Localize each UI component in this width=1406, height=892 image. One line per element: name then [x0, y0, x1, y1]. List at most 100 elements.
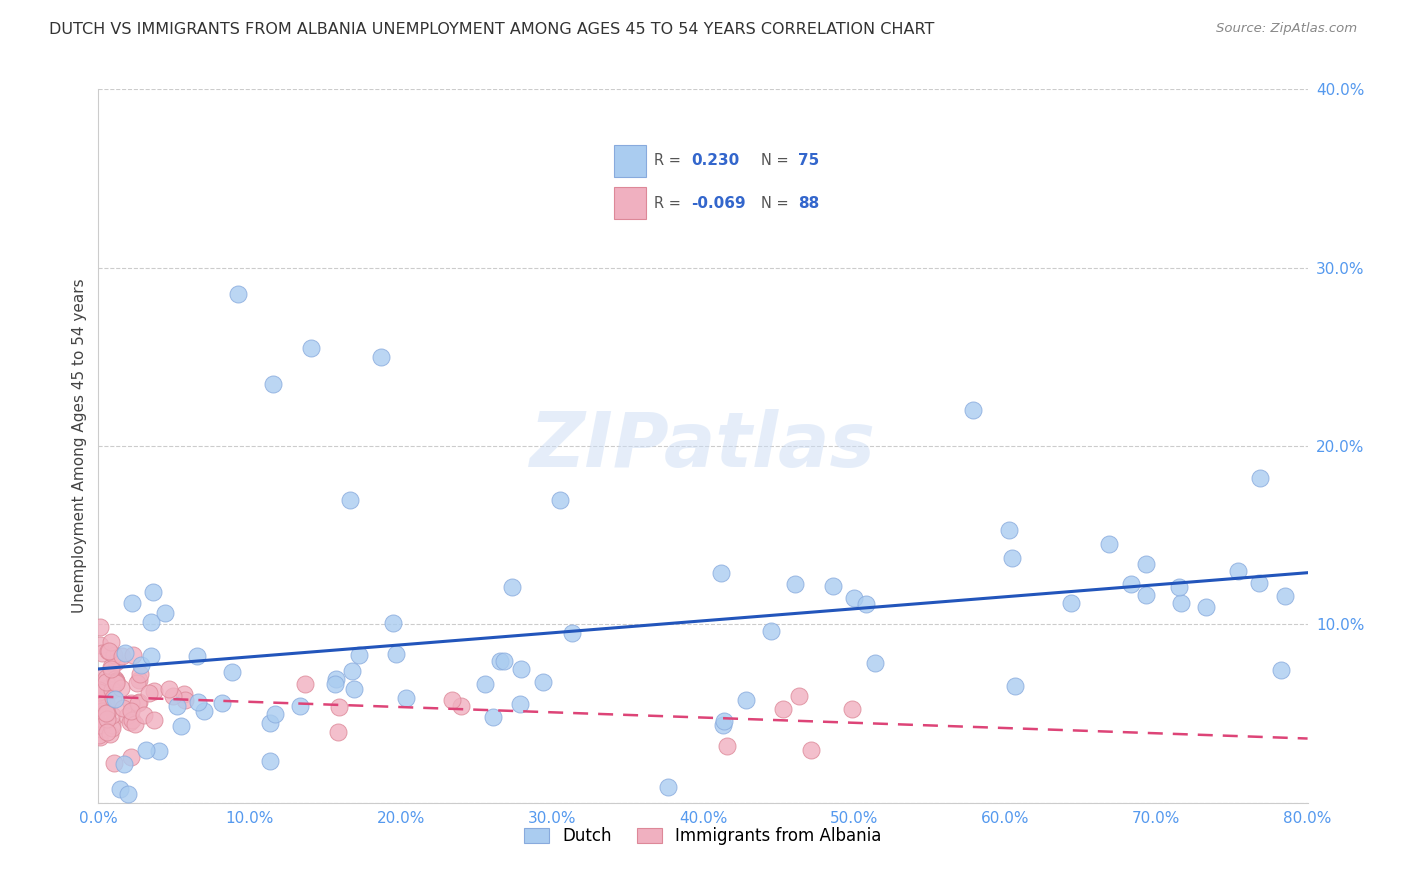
Point: [474, 677, 496, 691]
Point: [998, 523, 1021, 537]
Point: [93, 681, 115, 696]
Point: [105, 676, 128, 690]
Point: [90, 687, 112, 701]
Y-axis label: Unemployment Among Ages 45 to 54 years: Unemployment Among Ages 45 to 54 years: [72, 278, 87, 614]
Point: [91, 670, 114, 684]
Point: [118, 714, 141, 729]
Point: [326, 724, 349, 739]
Point: [90, 713, 112, 727]
Point: [962, 403, 984, 417]
Point: [153, 606, 176, 620]
Point: [211, 696, 233, 710]
Point: [94, 709, 117, 723]
Point: [89, 730, 111, 744]
Point: [339, 492, 361, 507]
Point: [103, 648, 125, 662]
Point: [173, 687, 195, 701]
Point: [1167, 580, 1189, 594]
Point: [259, 715, 281, 730]
Point: [114, 646, 136, 660]
Text: Source: ZipAtlas.com: Source: ZipAtlas.com: [1216, 22, 1357, 36]
Point: [299, 341, 322, 355]
Point: [1226, 564, 1249, 578]
Point: [1119, 577, 1142, 591]
Point: [90, 691, 112, 706]
Point: [343, 681, 366, 696]
Point: [548, 492, 571, 507]
Point: [100, 727, 122, 741]
Point: [128, 673, 150, 688]
Point: [89, 710, 111, 724]
Point: [713, 714, 735, 729]
Point: [450, 698, 472, 713]
Point: [761, 624, 783, 639]
Point: [821, 579, 844, 593]
Point: [711, 718, 734, 732]
Point: [120, 696, 142, 710]
Point: [489, 654, 512, 668]
Point: [340, 664, 363, 678]
Point: [294, 677, 316, 691]
Point: [114, 756, 136, 771]
Point: [89, 686, 111, 700]
Point: [170, 719, 193, 733]
Point: [772, 702, 794, 716]
Point: [385, 647, 408, 661]
Point: [141, 615, 163, 630]
Point: [108, 782, 131, 797]
Point: [288, 699, 311, 714]
Text: ZIPatlas: ZIPatlas: [530, 409, 876, 483]
Text: DUTCH VS IMMIGRANTS FROM ALBANIA UNEMPLOYMENT AMONG AGES 45 TO 54 YEARS CORRELAT: DUTCH VS IMMIGRANTS FROM ALBANIA UNEMPLO…: [49, 22, 935, 37]
Point: [855, 597, 877, 611]
Point: [174, 692, 197, 706]
Point: [104, 692, 127, 706]
Point: [103, 756, 125, 770]
Point: [94, 716, 117, 731]
Point: [101, 691, 124, 706]
Point: [157, 682, 180, 697]
Point: [91, 646, 114, 660]
Point: [90, 675, 112, 690]
Point: [120, 704, 142, 718]
Point: [128, 666, 150, 681]
Point: [510, 662, 533, 676]
Point: [481, 710, 503, 724]
Point: [127, 696, 149, 710]
Point: [104, 672, 127, 686]
Point: [259, 754, 281, 768]
Point: [716, 739, 738, 753]
Point: [96, 712, 118, 726]
Point: [110, 681, 132, 696]
Point: [1060, 596, 1083, 610]
Point: [735, 693, 758, 707]
Point: [129, 657, 152, 672]
Point: [96, 724, 118, 739]
Point: [509, 697, 531, 711]
Point: [1001, 551, 1024, 566]
Point: [1135, 588, 1157, 602]
Point: [89, 683, 111, 698]
Point: [325, 673, 347, 687]
Point: [1270, 663, 1292, 677]
Point: [193, 704, 215, 718]
Point: [1170, 596, 1192, 610]
Point: [101, 683, 124, 698]
Point: [122, 648, 145, 663]
Point: [148, 744, 170, 758]
Point: [87, 728, 110, 742]
Point: [94, 672, 117, 686]
Point: [105, 655, 128, 669]
Point: [841, 702, 863, 716]
Point: [187, 695, 209, 709]
Point: [844, 591, 866, 605]
Point: [87, 705, 110, 719]
Point: [89, 639, 111, 653]
Point: [125, 675, 148, 690]
Point: [492, 654, 515, 668]
Point: [94, 685, 117, 699]
Point: [142, 713, 165, 727]
Point: [135, 743, 157, 757]
Point: [117, 787, 139, 801]
Point: [134, 708, 156, 723]
Point: [221, 665, 243, 680]
